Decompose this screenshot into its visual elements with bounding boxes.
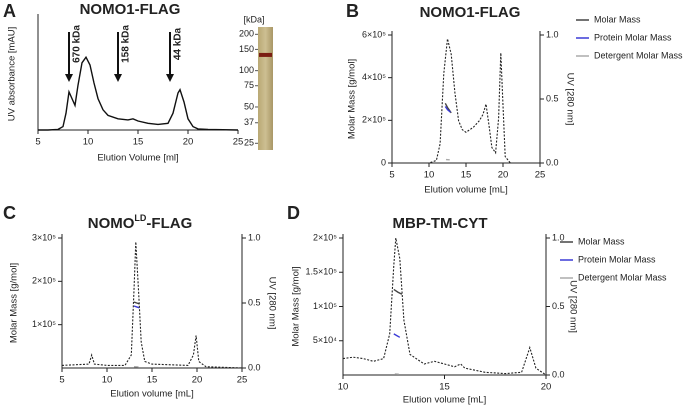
y-tick-label: 4×10⁵ <box>362 72 386 82</box>
title-part: -FLAG <box>146 215 192 232</box>
x-tick-label: 10 <box>83 137 94 148</box>
y-tick-label: 0 <box>381 157 386 167</box>
y-tick-label: 5×10⁴ <box>313 335 337 345</box>
gel-lane <box>258 27 273 150</box>
x-axis-title: Elution volume [mL] <box>403 395 486 406</box>
mass-trace <box>38 55 239 131</box>
y-axis-title: UV absorbance [mAU] <box>7 27 18 122</box>
x-tick-label: 25 <box>237 375 248 386</box>
annotation: 44 kDa <box>173 27 184 60</box>
y2-tick-label: 0.0 <box>546 157 559 167</box>
panel-label: C <box>3 203 16 223</box>
marker-label: 150 <box>239 44 254 54</box>
uv-trace <box>392 38 540 164</box>
x-tick-label: 10 <box>102 375 113 386</box>
marker-label: 75 <box>244 80 254 90</box>
x-tick-label: 25 <box>535 170 546 181</box>
y-tick-label: 2×10⁵ <box>362 115 386 125</box>
y-axis-title: Molar Mass [g/mol] <box>9 263 20 343</box>
arrow-head <box>65 74 73 82</box>
legend-label: Protein Molar Mass <box>578 254 656 264</box>
x-tick-label: 10 <box>424 170 435 181</box>
y2-tick-label: 0.0 <box>248 362 261 372</box>
marker-label: 100 <box>239 65 254 75</box>
annotation: 670 kDa <box>72 25 83 63</box>
panel-label: B <box>346 1 359 21</box>
y2-axis-title: UV [280 nm] <box>564 73 575 126</box>
x-tick-label: 5 <box>59 375 64 386</box>
title-part: NOMO <box>88 215 135 232</box>
y2-axis-title: UV [280 nm] <box>567 280 578 333</box>
chart-title: NOMO1-FLAG <box>420 4 521 21</box>
y-tick-label: 2×10⁵ <box>32 276 56 286</box>
y-axis-title: Molar Mass [g/mol] <box>347 59 358 139</box>
x-tick-label: 10 <box>338 382 349 393</box>
x-tick-label: 5 <box>389 170 394 181</box>
annotation: 158 kDa <box>121 25 132 63</box>
arrow-head <box>114 74 122 82</box>
marker-label: 200 <box>239 29 254 39</box>
y2-axis-title: UV [280 nm] <box>266 277 277 330</box>
y2-tick-label: 0.5 <box>552 301 565 311</box>
chart-title: NOMO1-FLAG <box>80 1 181 18</box>
x-tick-label: 20 <box>541 382 552 393</box>
y-tick-label: 1.5×10⁵ <box>305 267 337 277</box>
y-tick-label: 3×10⁵ <box>32 232 56 242</box>
x-axis-title: Elution volume [mL] <box>424 185 507 196</box>
y2-tick-label: 1.0 <box>552 232 565 242</box>
gel-unit: [kDa] <box>243 14 264 24</box>
legend-label: Molar Mass <box>578 236 625 246</box>
x-tick-label: 25 <box>233 137 244 148</box>
y-tick-label: 1×10⁵ <box>32 319 56 329</box>
y2-tick-label: 1.0 <box>546 29 559 39</box>
uv-trace <box>61 241 243 369</box>
legend-label: Molar Mass <box>594 14 641 24</box>
y-tick-label: 1×10⁵ <box>313 301 337 311</box>
x-tick-label: 15 <box>147 375 158 386</box>
legend-label: Protein Molar Mass <box>594 32 672 42</box>
y-tick-label: 2×10⁵ <box>313 232 337 242</box>
y2-tick-label: 0.5 <box>546 93 559 103</box>
marker-label: 37 <box>244 117 254 127</box>
legend-label: Detergent Molar Mass <box>594 50 683 60</box>
x-tick-label: 5 <box>35 137 40 148</box>
x-tick-label: 20 <box>498 170 509 181</box>
x-tick-label: 15 <box>439 382 450 393</box>
mass-trace <box>444 106 451 113</box>
arrow-head <box>166 74 174 82</box>
mass-trace <box>133 301 140 305</box>
y2-tick-label: 0.0 <box>552 369 565 379</box>
mass-trace <box>393 333 401 338</box>
chart-title: MBP-TM-CYT <box>393 215 488 232</box>
x-tick-label: 15 <box>133 137 144 148</box>
panel-label: D <box>287 203 300 223</box>
x-tick-label: 15 <box>461 170 472 181</box>
gel-band <box>259 52 272 57</box>
y-tick-label: 6×10⁵ <box>362 29 386 39</box>
x-axis-title: Elution volume [mL] <box>110 389 193 400</box>
y2-tick-label: 0.5 <box>248 297 261 307</box>
marker-label: 25 <box>244 138 254 148</box>
y2-tick-label: 1.0 <box>248 232 261 242</box>
mass-trace <box>133 305 140 309</box>
marker-label: 50 <box>244 101 254 111</box>
title-part: LD <box>134 213 146 223</box>
mass-trace <box>393 288 403 295</box>
panel-label: A <box>3 1 16 21</box>
uv-trace <box>342 237 547 376</box>
x-tick-label: 20 <box>192 375 203 386</box>
x-tick-label: 20 <box>183 137 194 148</box>
y-axis-title: Molar Mass [g/mol] <box>291 266 302 346</box>
x-axis-title: Elution Volume [ml] <box>97 153 178 164</box>
legend-label: Detergent Molar Mass <box>578 272 667 282</box>
chart-title: NOMOLD-FLAG <box>88 213 193 232</box>
